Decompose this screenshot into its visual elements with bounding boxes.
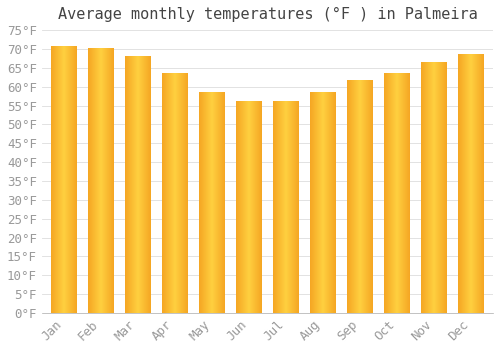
Bar [51,47,77,313]
Bar [384,74,410,313]
Bar [310,92,336,313]
Bar [236,102,262,313]
Bar [199,92,225,313]
Title: Average monthly temperatures (°F ) in Palmeira: Average monthly temperatures (°F ) in Pa… [58,7,478,22]
Bar [458,55,484,313]
Bar [421,62,447,313]
Bar [88,49,114,313]
Bar [125,56,151,313]
Bar [273,102,299,313]
Bar [347,81,373,313]
Bar [162,74,188,313]
